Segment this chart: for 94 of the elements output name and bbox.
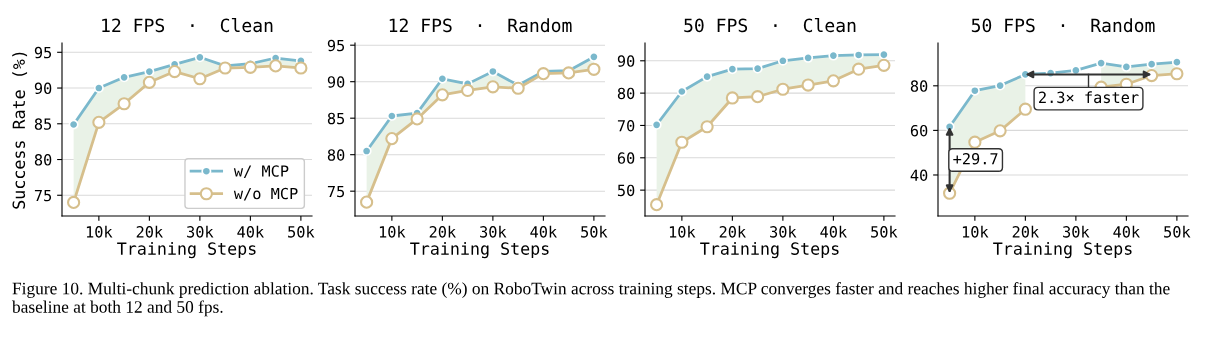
x-tick-label: 10k (86, 225, 113, 238)
y-tick-label: 80 (34, 154, 52, 166)
point (117, 97, 131, 111)
x-tick-label: 10k (962, 225, 989, 238)
point (142, 75, 156, 89)
y-axis-title: Success Rate (%) (12, 52, 28, 209)
x-tick-label: 50k (581, 225, 608, 238)
point (385, 132, 399, 146)
x-tick-label: 40k (1113, 225, 1140, 238)
point (587, 62, 601, 76)
x-tick-label: 50k (288, 225, 315, 238)
point (852, 62, 866, 76)
x-tick-label: 10k (379, 225, 406, 238)
y-tick-label: 80 (910, 80, 928, 92)
annotation: 2.3× faster (1039, 91, 1139, 104)
x-axis-title: Training Steps (700, 241, 839, 259)
point (877, 58, 891, 72)
y-tick-label: 60 (617, 152, 635, 164)
point (68, 119, 79, 130)
y-tick-label: 75 (327, 185, 345, 198)
point (67, 195, 81, 210)
chart-title: 12 FPS · Random (389, 18, 572, 33)
point (650, 198, 664, 212)
point (486, 80, 500, 94)
x-tick-label: 40k (237, 225, 264, 238)
x-tick-label: 50k (1164, 225, 1191, 238)
legend-label: w/ MCP (233, 165, 289, 178)
y-tick-label: 85 (34, 118, 52, 130)
point (93, 83, 104, 94)
point (1146, 59, 1157, 70)
x-axis-title: Training Steps (410, 241, 549, 259)
point (727, 64, 738, 75)
y-tick-label: 75 (34, 189, 52, 202)
point (243, 60, 257, 74)
point (751, 90, 765, 104)
point (651, 119, 662, 130)
x-tick-label: 20k (429, 225, 456, 238)
point (168, 65, 182, 79)
y-tick-label: 90 (617, 55, 635, 67)
x-tick-label: 40k (820, 225, 847, 238)
point (725, 91, 739, 105)
chart-title: 50 FPS · Clean (684, 18, 856, 33)
point (92, 115, 106, 129)
legend-label: w/o MCP (233, 187, 298, 201)
point (435, 88, 449, 102)
x-tick-label: 20k (136, 225, 163, 238)
x-tick-label: 50k (871, 225, 898, 238)
point (360, 195, 374, 209)
point (1171, 57, 1182, 68)
point (1018, 102, 1032, 116)
point (511, 81, 525, 95)
y-tick-label: 70 (617, 119, 635, 132)
point (218, 61, 232, 75)
x-tick-label: 30k (480, 225, 507, 238)
point (562, 66, 576, 80)
point (1170, 67, 1184, 81)
point (993, 124, 1007, 138)
point (700, 120, 714, 134)
y-tick-label: 90 (34, 82, 52, 95)
y-tick-label: 90 (327, 76, 345, 88)
x-tick-label: 40k (530, 225, 557, 238)
point (776, 82, 790, 96)
x-tick-label: 20k (719, 225, 746, 238)
point (194, 52, 205, 63)
chart-title: 50 FPS · Random (971, 18, 1155, 33)
y-tick-label: 40 (910, 169, 928, 182)
point (269, 59, 283, 73)
point (826, 74, 840, 88)
point (461, 83, 475, 98)
y-tick-label: 95 (34, 46, 52, 59)
y-tick-label: 95 (327, 39, 345, 52)
point (410, 112, 424, 126)
annotation: +29.7 (953, 152, 998, 165)
x-tick-label: 30k (1063, 225, 1090, 238)
point (294, 61, 308, 75)
point (968, 135, 982, 149)
y-tick-label: 60 (910, 124, 928, 137)
x-tick-label: 30k (187, 225, 214, 238)
y-tick-label: 50 (617, 184, 635, 197)
y-tick-label: 80 (617, 87, 635, 100)
point (801, 78, 815, 92)
chart-title: 12 FPS · Clean (102, 18, 273, 33)
caption: Figure 10. Multi-chunk prediction ablation. Task success rate (%) on RoboTwin across training steps. MCP converges faster and reaches higher final accuracy than the baseline at both 12 and 50 fps. (12, 282, 1170, 317)
point (1096, 58, 1107, 69)
x-tick-label: 10k (669, 225, 696, 238)
x-axis-title: Training Steps (993, 241, 1132, 259)
point (536, 67, 550, 81)
x-tick-label: 30k (770, 225, 797, 238)
x-tick-label: 20k (1012, 225, 1039, 238)
point (193, 72, 207, 86)
y-tick-label: 80 (327, 149, 345, 161)
x-axis-title: Training Steps (117, 241, 256, 259)
point (675, 135, 689, 149)
y-tick-label: 85 (327, 112, 345, 125)
